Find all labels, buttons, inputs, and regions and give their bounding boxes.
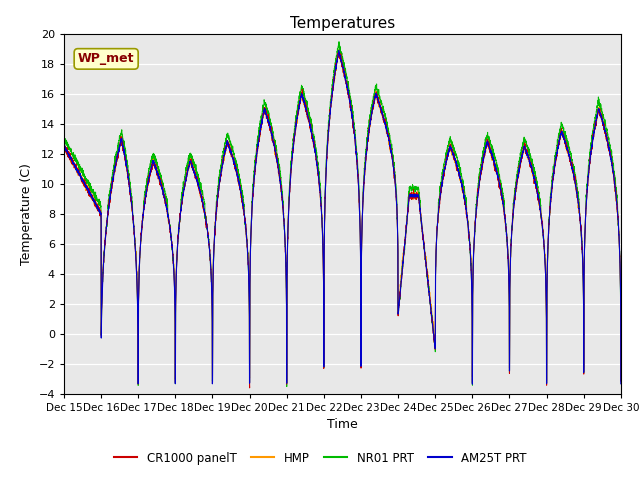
- NR01 PRT: [499, 191, 507, 196]
- AM25T PRT: [499, 201, 507, 206]
- HMP: [160, 194, 168, 200]
- CR1000 panelT: [160, 192, 168, 198]
- CR1000 panelT: [617, 378, 625, 384]
- HMP: [283, 380, 291, 386]
- CR1000 panelT: [499, 199, 507, 204]
- Legend: CR1000 panelT, HMP, NR01 PRT, AM25T PRT: CR1000 panelT, HMP, NR01 PRT, AM25T PRT: [109, 447, 531, 469]
- NR01 PRT: [335, 39, 343, 45]
- AM25T PRT: [335, 48, 342, 53]
- Line: HMP: HMP: [64, 49, 621, 383]
- CR1000 panelT: [436, 192, 444, 197]
- NR01 PRT: [616, 273, 624, 279]
- CR1000 panelT: [616, 273, 624, 279]
- HMP: [335, 47, 343, 52]
- CR1000 panelT: [335, 48, 342, 54]
- X-axis label: Time: Time: [327, 418, 358, 431]
- NR01 PRT: [322, 171, 330, 177]
- AM25T PRT: [60, 144, 68, 149]
- NR01 PRT: [283, 384, 291, 389]
- NR01 PRT: [468, 275, 476, 280]
- AM25T PRT: [160, 193, 168, 199]
- AM25T PRT: [616, 273, 624, 279]
- Line: AM25T PRT: AM25T PRT: [64, 50, 621, 384]
- HMP: [499, 202, 507, 208]
- HMP: [436, 194, 444, 200]
- HMP: [468, 268, 476, 274]
- Title: Temperatures: Temperatures: [290, 16, 395, 31]
- NR01 PRT: [617, 377, 625, 383]
- Text: WP_met: WP_met: [78, 52, 134, 65]
- HMP: [617, 373, 625, 379]
- NR01 PRT: [160, 187, 168, 193]
- Line: NR01 PRT: NR01 PRT: [64, 42, 621, 386]
- Line: CR1000 panelT: CR1000 panelT: [64, 51, 621, 388]
- NR01 PRT: [436, 182, 444, 188]
- AM25T PRT: [468, 381, 476, 387]
- AM25T PRT: [322, 181, 330, 187]
- CR1000 panelT: [246, 385, 253, 391]
- AM25T PRT: [436, 191, 444, 196]
- AM25T PRT: [617, 381, 625, 387]
- HMP: [322, 179, 330, 185]
- CR1000 panelT: [322, 177, 330, 183]
- CR1000 panelT: [468, 274, 476, 279]
- HMP: [60, 144, 68, 150]
- HMP: [616, 271, 624, 276]
- CR1000 panelT: [60, 140, 68, 146]
- AM25T PRT: [467, 270, 475, 276]
- NR01 PRT: [60, 136, 68, 142]
- Y-axis label: Temperature (C): Temperature (C): [20, 163, 33, 264]
